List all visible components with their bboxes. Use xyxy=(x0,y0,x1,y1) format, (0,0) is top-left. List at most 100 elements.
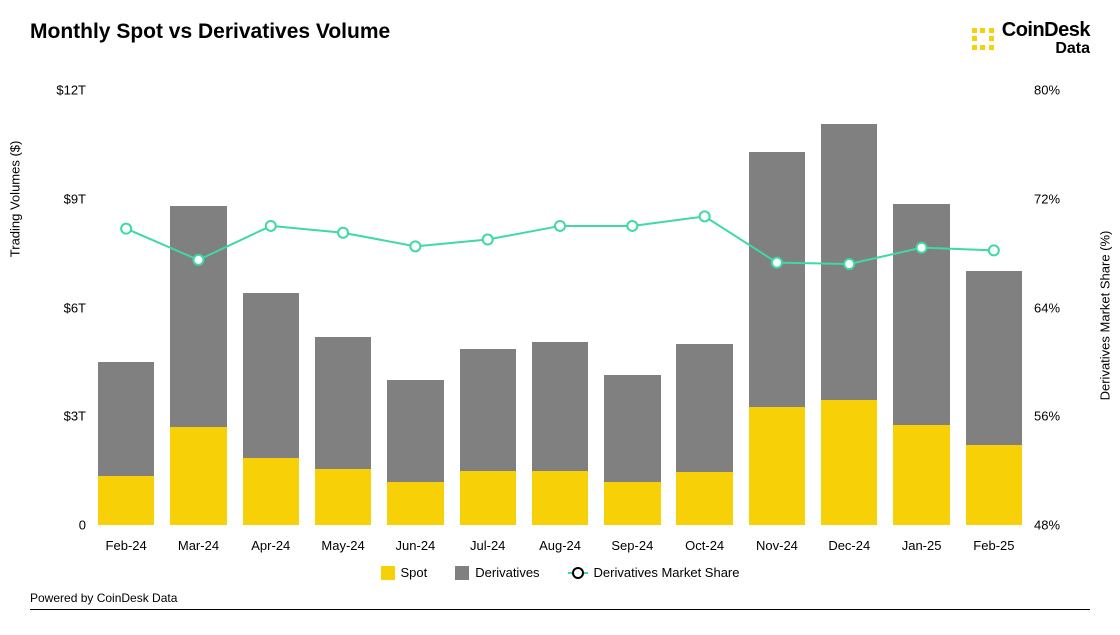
header: Monthly Spot vs Derivatives Volume CoinD… xyxy=(30,20,1090,58)
brand-text: CoinDesk Data xyxy=(1002,20,1090,58)
bar-group xyxy=(379,90,451,525)
x-axis-label: Sep-24 xyxy=(596,538,668,553)
bar-group xyxy=(524,90,596,525)
bar-segment-derivatives xyxy=(460,349,516,470)
bar-segment-derivatives xyxy=(170,206,226,427)
x-axis-label: Oct-24 xyxy=(669,538,741,553)
brand-sub: Data xyxy=(1055,41,1090,58)
coindesk-icon xyxy=(970,26,996,52)
x-axis-label: Feb-25 xyxy=(958,538,1030,553)
x-axis-label: Feb-24 xyxy=(90,538,162,553)
y-left-tick: $9T xyxy=(64,191,86,206)
y-axis-left: 0$3T$6T$9T$12T xyxy=(42,90,86,525)
bar-group xyxy=(885,90,957,525)
bar-group xyxy=(452,90,524,525)
bar-group xyxy=(235,90,307,525)
legend-label: Spot xyxy=(401,565,428,580)
bar-stack xyxy=(170,90,226,525)
x-axis-label: Mar-24 xyxy=(162,538,234,553)
bar-segment-spot xyxy=(966,445,1022,525)
x-axis-label: Jun-24 xyxy=(379,538,451,553)
bar-group xyxy=(162,90,234,525)
x-axis-label: Nov-24 xyxy=(741,538,813,553)
bar-segment-spot xyxy=(243,458,299,525)
bar-group xyxy=(596,90,668,525)
bar-stack xyxy=(98,90,154,525)
x-axis-label: Apr-24 xyxy=(235,538,307,553)
bar-segment-derivatives xyxy=(315,337,371,469)
bar-segment-spot xyxy=(532,471,588,525)
legend-label: Derivatives xyxy=(475,565,539,580)
bar-stack xyxy=(749,90,805,525)
bar-segment-derivatives xyxy=(966,271,1022,445)
brand-name: CoinDesk xyxy=(1002,20,1090,41)
y-right-tick: 48% xyxy=(1034,518,1060,533)
bar-stack xyxy=(243,90,299,525)
y-right-tick: 72% xyxy=(1034,191,1060,206)
bar-segment-derivatives xyxy=(749,152,805,408)
x-axis-label: Dec-24 xyxy=(813,538,885,553)
y-right-tick: 56% xyxy=(1034,409,1060,424)
x-axis-label: Jul-24 xyxy=(452,538,524,553)
bar-stack xyxy=(532,90,588,525)
footer-attribution: Powered by CoinDesk Data xyxy=(30,591,1090,610)
bars-container xyxy=(90,90,1030,525)
bar-segment-spot xyxy=(98,476,154,525)
bar-segment-derivatives xyxy=(893,204,949,425)
chart-title: Monthly Spot vs Derivatives Volume xyxy=(30,20,390,44)
legend-line-icon xyxy=(568,572,588,574)
bar-stack xyxy=(460,90,516,525)
legend-item-spot: Spot xyxy=(381,565,428,580)
x-axis-label: Aug-24 xyxy=(524,538,596,553)
bar-group xyxy=(307,90,379,525)
bar-segment-derivatives xyxy=(821,124,877,400)
y-right-tick: 80% xyxy=(1034,83,1060,98)
y-axis-right-label: Derivatives Market Share (%) xyxy=(1098,230,1113,400)
x-axis-labels: Feb-24Mar-24Apr-24May-24Jun-24Jul-24Aug-… xyxy=(90,538,1030,553)
bar-segment-spot xyxy=(893,425,949,525)
bar-segment-spot xyxy=(749,407,805,525)
x-axis-label: May-24 xyxy=(307,538,379,553)
legend: Spot Derivatives Derivatives Market Share xyxy=(0,565,1120,580)
bar-group xyxy=(813,90,885,525)
y-left-tick: $3T xyxy=(64,409,86,424)
y-left-tick: 0 xyxy=(79,518,86,533)
bar-segment-derivatives xyxy=(98,362,154,476)
y-axis-left-label: Trading Volumes ($) xyxy=(8,140,23,257)
bar-segment-spot xyxy=(170,427,226,525)
bar-segment-derivatives xyxy=(387,380,443,482)
bar-stack xyxy=(821,90,877,525)
legend-swatch-icon xyxy=(455,566,469,580)
chart-area: 0$3T$6T$9T$12T 48%56%64%72%80% Trading V… xyxy=(90,90,1030,525)
bar-stack xyxy=(966,90,1022,525)
bar-segment-derivatives xyxy=(604,375,660,482)
bar-segment-derivatives xyxy=(676,344,732,473)
bar-segment-spot xyxy=(460,471,516,525)
legend-swatch-icon xyxy=(381,566,395,580)
bar-group xyxy=(90,90,162,525)
legend-label: Derivatives Market Share xyxy=(594,565,740,580)
bar-group xyxy=(669,90,741,525)
bar-segment-spot xyxy=(387,482,443,526)
bar-segment-spot xyxy=(604,482,660,526)
bar-stack xyxy=(315,90,371,525)
bar-stack xyxy=(676,90,732,525)
x-axis-label: Jan-25 xyxy=(885,538,957,553)
bar-stack xyxy=(387,90,443,525)
bar-group xyxy=(958,90,1030,525)
brand-logo: CoinDesk Data xyxy=(970,20,1090,58)
bar-segment-derivatives xyxy=(532,342,588,471)
y-axis-right: 48%56%64%72%80% xyxy=(1034,90,1078,525)
bar-segment-spot xyxy=(821,400,877,525)
bar-segment-spot xyxy=(315,469,371,525)
legend-item-market_share: Derivatives Market Share xyxy=(568,565,740,580)
bar-segment-derivatives xyxy=(243,293,299,458)
y-left-tick: $12T xyxy=(56,83,86,98)
plot-region: Feb-24Mar-24Apr-24May-24Jun-24Jul-24Aug-… xyxy=(90,90,1030,525)
bar-segment-spot xyxy=(676,472,732,525)
bar-group xyxy=(741,90,813,525)
bar-stack xyxy=(604,90,660,525)
bar-stack xyxy=(893,90,949,525)
legend-item-derivatives: Derivatives xyxy=(455,565,539,580)
y-right-tick: 64% xyxy=(1034,300,1060,315)
